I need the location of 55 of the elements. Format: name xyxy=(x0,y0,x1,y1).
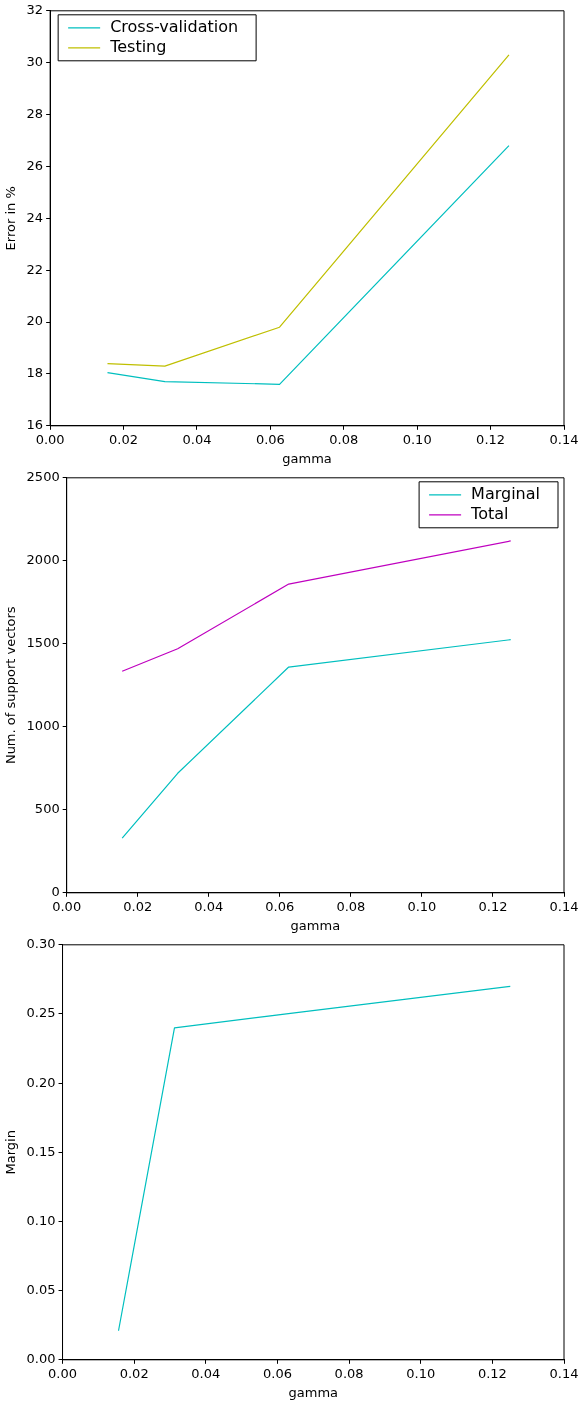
y-tick-label: 16 xyxy=(26,417,44,433)
y-tick-label: 0 xyxy=(51,884,60,900)
y-tick-label: 26 xyxy=(26,157,44,173)
y-tick-label: 18 xyxy=(26,365,44,381)
x-tick-label: 0.12 xyxy=(476,431,506,447)
x-tick-label: 0.04 xyxy=(194,898,224,914)
x-tick-label: 0.10 xyxy=(406,1365,436,1381)
y-tick-label: 500 xyxy=(34,801,60,817)
y-tick-label: 30 xyxy=(26,54,44,70)
legend-label: Testing xyxy=(109,36,167,56)
legend-label: Cross-validation xyxy=(110,16,239,36)
y-tick-label: 0.30 xyxy=(26,936,56,952)
y-axis-title: Margin xyxy=(3,1130,19,1175)
x-tick-label: 0.00 xyxy=(52,898,82,914)
x-tick-label: 0.08 xyxy=(334,1365,364,1381)
x-tick-label: 0.06 xyxy=(265,898,295,914)
y-tick-label: 20 xyxy=(26,313,44,329)
x-axis-title: gamma xyxy=(288,1384,339,1400)
x-tick-label: 0.02 xyxy=(109,431,139,447)
x-tick-label: 0.04 xyxy=(191,1365,221,1381)
x-tick-label: 0.12 xyxy=(477,1365,507,1381)
y-tick-label: 0.10 xyxy=(26,1212,56,1228)
x-tick-label: 0.08 xyxy=(336,898,366,914)
y-tick-label: 0.15 xyxy=(26,1143,56,1159)
y-tick-label: 1000 xyxy=(26,718,60,734)
y-axis-title: Error in % xyxy=(3,186,19,251)
x-tick-label: 0.02 xyxy=(119,1365,149,1381)
y-axis-title: Num. of support vectors xyxy=(3,606,19,765)
x-tick-label: 0.12 xyxy=(478,898,508,914)
y-tick-label: 0.00 xyxy=(26,1351,56,1367)
y-tick-label: 2500 xyxy=(26,469,60,485)
x-tick-label: 0.02 xyxy=(123,898,153,914)
y-tick-label: 0.25 xyxy=(26,1005,56,1021)
x-tick-label: 0.10 xyxy=(407,898,437,914)
y-tick-label: 2000 xyxy=(26,552,60,568)
x-axis-title: gamma xyxy=(282,450,332,466)
legend-label: Total xyxy=(470,503,509,523)
x-tick-label: 0.08 xyxy=(329,431,359,447)
y-tick-label: 22 xyxy=(26,261,44,277)
x-tick-label: 0.14 xyxy=(549,898,579,914)
y-tick-label: 1500 xyxy=(26,635,60,651)
x-tick-label: 0.00 xyxy=(48,1365,78,1381)
x-tick-label: 0.06 xyxy=(255,431,285,447)
y-tick-label: 28 xyxy=(26,105,44,121)
y-tick-label: 0.20 xyxy=(26,1074,56,1090)
x-axis-title: gamma xyxy=(290,917,341,933)
y-tick-label: 32 xyxy=(26,2,44,18)
y-tick-label: 0.05 xyxy=(26,1282,56,1298)
x-tick-label: 0.06 xyxy=(262,1365,292,1381)
x-tick-label: 0.14 xyxy=(549,1365,579,1381)
x-tick-label: 0.10 xyxy=(402,431,432,447)
x-tick-label: 0.14 xyxy=(549,431,579,447)
legend-label: Marginal xyxy=(471,483,541,503)
y-tick-label: 24 xyxy=(26,209,44,225)
x-tick-label: 0.04 xyxy=(182,431,212,447)
